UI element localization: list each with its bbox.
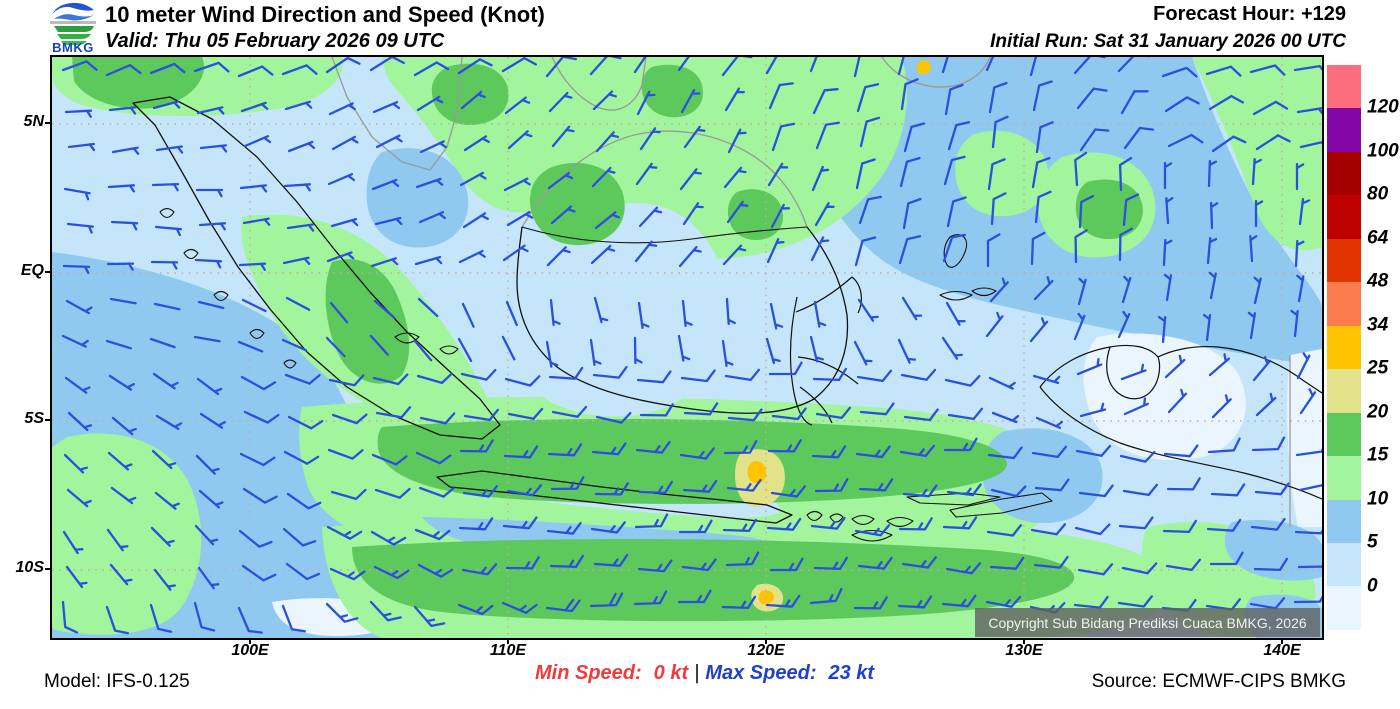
source-label: Source: ECMWF-CIPS BMKG (1091, 671, 1346, 692)
wind-speed-legend: 120 100 80 64 48 34 25 20 15 10 5 0 (1327, 65, 1399, 630)
lon-tick (1023, 638, 1025, 644)
page-title: 10 meter Wind Direction and Speed (Knot) (105, 2, 545, 27)
legend-label-5: 5 (1367, 531, 1378, 553)
legend-label-20: 20 (1367, 401, 1389, 423)
bmkg-logo (50, 2, 96, 45)
lon-label-140E: 140E (1263, 642, 1301, 659)
lat-label-5S: 5S (24, 410, 44, 427)
lat-tick (45, 568, 52, 570)
lat-tick (45, 271, 52, 273)
lon-label-100E: 100E (231, 642, 269, 659)
initial-run: Initial Run: Sat 31 January 2026 00 UTC (990, 31, 1346, 52)
lon-tick (1281, 638, 1283, 644)
minmax-separator: | (694, 662, 700, 684)
min-speed-label: Min Speed: (535, 662, 642, 684)
lon-label-130E: 130E (1005, 642, 1043, 659)
model-label: Model: IFS-0.125 (44, 671, 190, 692)
legend-color-block (1327, 238, 1361, 283)
lon-tick (765, 638, 767, 644)
legend-label-0: 0 (1367, 575, 1378, 597)
lon-label-120E: 120E (747, 642, 785, 659)
min-speed-value: 0 kt (653, 662, 689, 684)
legend-color-block (1327, 325, 1361, 370)
legend-label-80: 80 (1367, 183, 1389, 205)
legend-label-48: 48 (1367, 270, 1389, 292)
lat-label-EQ: EQ (20, 262, 44, 279)
legend-color-block (1327, 499, 1361, 543)
wind-map: Copyright Sub Bidang Prediksi Cuaca BMKG… (50, 55, 1324, 640)
max-speed-value: 23 kt (828, 662, 875, 684)
legend-label-25: 25 (1367, 357, 1389, 379)
legend-label-15: 15 (1367, 444, 1389, 466)
legend-color-block (1327, 412, 1361, 457)
lat-tick (45, 122, 52, 124)
legend-color-block (1327, 108, 1361, 152)
legend-color-block (1327, 542, 1361, 587)
legend-label-120: 120 (1367, 97, 1399, 119)
lon-tick (249, 638, 251, 644)
legend-color-block (1327, 282, 1361, 326)
legend-label-64: 64 (1367, 227, 1389, 249)
lon-tick (507, 638, 509, 644)
legend-color-block (1327, 151, 1361, 196)
legend-color-block (1327, 65, 1361, 109)
lat-tick (45, 419, 52, 421)
copyright-bar: Copyright Sub Bidang Prediksi Cuaca BMKG… (975, 608, 1320, 637)
forecast-hour: Forecast Hour: +129 (1153, 3, 1346, 25)
legend-label-34: 34 (1367, 314, 1389, 336)
lat-label-10S: 10S (15, 559, 44, 576)
max-speed-label: Max Speed: (705, 662, 817, 684)
lat-label-5N: 5N (23, 113, 44, 130)
legend-color-block (1327, 195, 1361, 239)
legend-color-block (1327, 586, 1361, 630)
legend-label-100: 100 (1367, 140, 1399, 162)
legend-color-block (1327, 456, 1361, 500)
legend-color-block (1327, 369, 1361, 413)
bmkg-logo-icon (50, 2, 96, 45)
minmax-speed: Min Speed: 0 kt | Max Speed: 23 kt (535, 662, 874, 685)
bmkg-logo-label: BMKG (52, 40, 94, 55)
lon-label-110E: 110E (489, 642, 527, 659)
valid-time: Valid: Thu 05 February 2026 09 UTC (105, 30, 445, 52)
legend-label-10: 10 (1367, 488, 1389, 510)
wind-field-canvas (52, 57, 1322, 638)
